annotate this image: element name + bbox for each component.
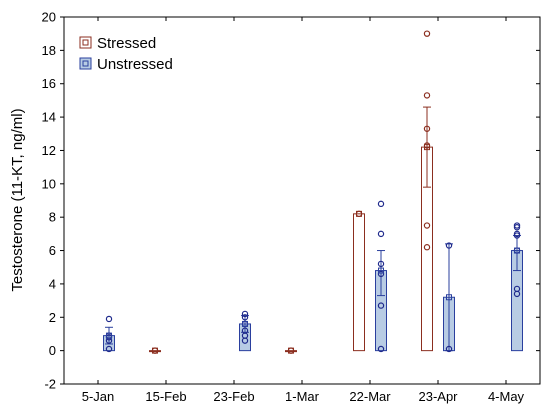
mean-marker (288, 347, 294, 354)
data-point (513, 290, 521, 298)
y-tick-label: 0 (49, 343, 56, 358)
data-point (445, 345, 453, 353)
x-tick-label: 22-Mar (349, 389, 391, 404)
data-point (377, 302, 385, 309)
bar-stressed (353, 213, 365, 352)
x-tick-label: 1-Mar (285, 389, 320, 404)
data-point (377, 260, 385, 268)
data-point (377, 230, 385, 238)
y-tick-label: 18 (42, 43, 56, 58)
y-axis: -2 0 2 4 6 8 10 12 14 16 18 20 (42, 10, 540, 392)
legend-marker-stressed (82, 39, 89, 46)
y-tick-label: 8 (49, 210, 56, 225)
data-point (423, 30, 431, 37)
data-point (377, 270, 385, 278)
y-tick-label: 20 (42, 10, 56, 25)
data-point (241, 337, 249, 344)
y-tick-label: 2 (49, 310, 56, 325)
data-point (445, 242, 453, 249)
x-tick-label: 15-Feb (145, 389, 186, 404)
y-tick-label: 12 (42, 143, 56, 158)
y-tick-label: 14 (42, 110, 56, 125)
legend: Stressed Unstressed (79, 35, 173, 73)
legend-label-unstressed: Unstressed (97, 56, 173, 73)
mean-marker (242, 320, 248, 327)
x-tick-label: 4-May (488, 389, 525, 404)
bar-stressed (285, 350, 297, 353)
data-point (241, 314, 249, 321)
y-tick-label: -2 (44, 377, 56, 392)
mean-marker (152, 347, 158, 354)
y-tick-label: 6 (49, 243, 56, 258)
data-point (513, 223, 521, 231)
mean-marker (378, 267, 384, 274)
mean-marker (424, 144, 430, 151)
data-point (377, 345, 385, 353)
data-point (423, 244, 431, 251)
y-tick-label: 16 (42, 76, 56, 91)
legend-swatch-unstressed (79, 57, 92, 70)
data-point (377, 200, 385, 208)
y-tick-label: 4 (49, 276, 56, 291)
data-point (423, 92, 431, 99)
x-tick-label: 5-Jan (82, 389, 115, 404)
mean-marker (514, 247, 520, 254)
mean-marker (446, 294, 452, 301)
x-tick-label: 23-Feb (213, 389, 254, 404)
data-point (105, 315, 113, 323)
plot-area (63, 16, 541, 385)
data-point (513, 232, 521, 239)
legend-label-stressed: Stressed (97, 35, 156, 52)
legend-marker-unstressed (82, 60, 89, 67)
mean-markers-layer (106, 144, 520, 354)
mean-marker (106, 332, 112, 339)
y-axis-label: Testosterone (11-KT, ng/ml) (9, 108, 26, 291)
data-point (423, 125, 431, 132)
x-tick-label: 23-Apr (418, 389, 458, 404)
data-point (105, 345, 113, 353)
y-tick-label: 10 (42, 176, 56, 191)
x-axis: 5-Jan 15-Feb 23-Feb 1-Mar 22-Mar 23-Apr 4-May (82, 17, 525, 404)
legend-swatch-stressed (79, 36, 92, 49)
data-point (241, 310, 249, 318)
data-point (423, 222, 431, 229)
bar-stressed (149, 350, 161, 353)
mean-marker (356, 210, 362, 217)
